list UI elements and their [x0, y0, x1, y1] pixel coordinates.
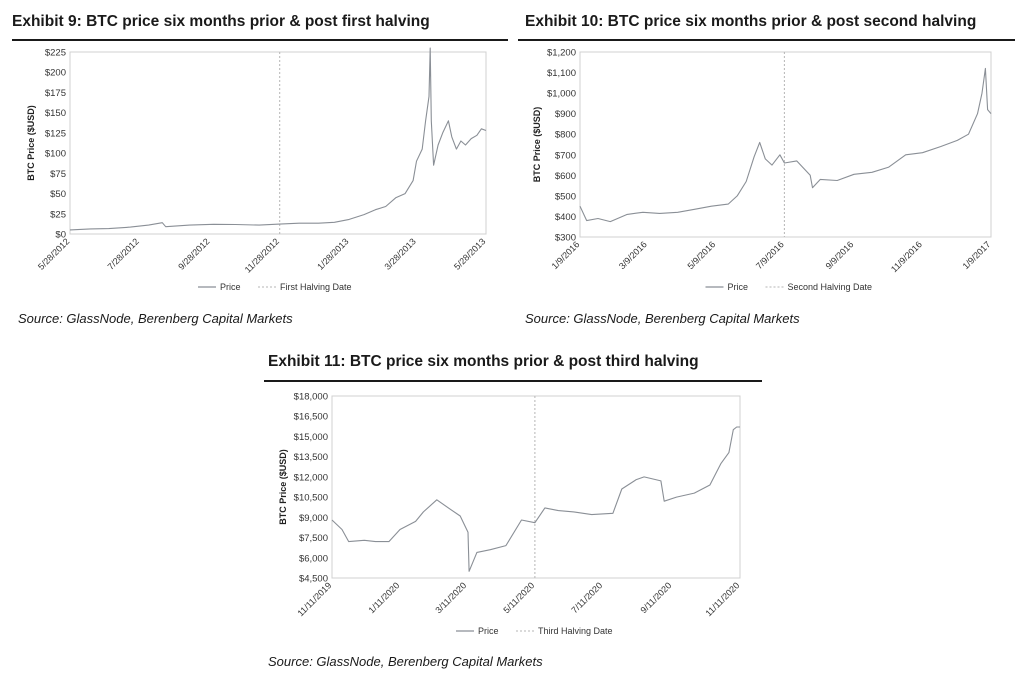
exhibit-11-source: Source: GlassNode, Berenberg Capital Mar…	[268, 654, 543, 669]
exhibit-9-chart: $0 $25 $50 $75 $100 $125 $150 $175 $200 $225 5/28/…	[26, 47, 487, 292]
legend-halving-label: First Halving Date	[280, 282, 352, 292]
y-tick-label: $500	[555, 191, 576, 202]
y-tick-label: $225	[45, 48, 66, 59]
legend-halving-label: Third Halving Date	[538, 626, 613, 636]
y-tick-label: $4,500	[299, 574, 328, 585]
exhibit-10-title: Exhibit 10: BTC price six months prior &…	[525, 13, 977, 30]
y-axis-title: BTC Price ($USD)	[278, 449, 288, 525]
legend-halving-label: Second Halving Date	[788, 282, 873, 292]
exhibit-9-source: Source: GlassNode, Berenberg Capital Mar…	[18, 311, 293, 326]
price-series-line	[69, 47, 487, 231]
x-tick-label: 9/11/2020	[639, 580, 674, 615]
x-tick-label: 3/28/2013	[383, 236, 418, 271]
exhibit-11-title: Exhibit 11: BTC price six months prior &…	[268, 353, 699, 370]
plot-frame	[331, 395, 741, 579]
x-tick-label: 5/9/2016	[685, 239, 717, 271]
y-tick-label: $75	[50, 169, 66, 180]
y-tick-label: $0	[55, 230, 66, 241]
x-tick-label: 9/9/2016	[824, 239, 856, 271]
y-tick-label: $1,100	[547, 68, 576, 79]
exhibit-11-chart: $4,500 $6,000 $7,500 $9,000 $10,500 $12,000 $1…	[278, 392, 741, 637]
y-tick-label: $25	[50, 209, 66, 220]
y-tick-label: $700	[555, 150, 576, 161]
y-tick-label: $600	[555, 171, 576, 182]
y-tick-label: $300	[555, 233, 576, 244]
y-tick-label: $15,000	[294, 432, 328, 443]
y-axis-title: BTC Price ($USD)	[532, 107, 542, 183]
legend-price-label: Price	[728, 282, 749, 292]
y-tick-label: $50	[50, 189, 66, 200]
exhibit-9-title: Exhibit 9: BTC price six months prior & …	[12, 13, 430, 30]
legend-price-label: Price	[220, 282, 241, 292]
y-tick-label: $125	[45, 128, 66, 139]
x-tick-label: 11/28/2012	[243, 236, 281, 274]
y-tick-label: $175	[45, 88, 66, 99]
y-tick-label: $1,000	[547, 89, 576, 100]
y-tick-label: $1,200	[547, 48, 576, 59]
x-tick-label: 7/9/2016	[754, 239, 786, 271]
x-tick-label: 7/28/2012	[106, 236, 141, 271]
y-tick-label: $10,500	[294, 493, 328, 504]
exhibit-10-title-rule	[518, 39, 1015, 41]
y-tick-label: $12,000	[294, 472, 328, 483]
y-tick-label: $13,500	[294, 452, 328, 463]
y-tick-label: $18,000	[294, 392, 328, 403]
x-tick-label: 11/9/2016	[889, 239, 924, 274]
y-tick-label: $9,000	[299, 513, 328, 524]
exhibit-10-source: Source: GlassNode, Berenberg Capital Mar…	[525, 311, 800, 326]
x-tick-label: 7/11/2020	[569, 580, 604, 615]
y-tick-label: $16,500	[294, 412, 328, 423]
y-tick-label: $100	[45, 149, 66, 160]
x-tick-label: 5/28/2012	[36, 236, 71, 271]
y-tick-label: $900	[555, 109, 576, 120]
y-tick-label: $400	[555, 212, 576, 223]
exhibit-10-chart: $300 $400 $500 $600 $700 $800 $900 $1,000 $1,100…	[532, 48, 993, 293]
x-tick-label: 5/11/2020	[501, 580, 536, 615]
price-series-line	[331, 426, 740, 572]
y-tick-label: $6,000	[299, 553, 328, 564]
x-tick-label: 1/9/2016	[550, 239, 582, 271]
x-tick-label: 3/11/2020	[433, 580, 468, 615]
x-tick-label: 1/9/2017	[961, 239, 993, 271]
plot-frame	[69, 51, 487, 235]
exhibit-11-title-rule	[264, 380, 762, 382]
y-tick-label: $7,500	[299, 533, 328, 544]
y-tick-label: $800	[555, 130, 576, 141]
price-series-line	[579, 67, 992, 223]
y-tick-label: $150	[45, 108, 66, 119]
x-tick-label: 1/11/2020	[367, 580, 402, 615]
y-tick-label: $200	[45, 68, 66, 79]
x-tick-label: 9/28/2012	[176, 236, 211, 271]
plot-frame	[579, 51, 992, 238]
y-axis-title: BTC Price ($USD)	[26, 105, 36, 181]
x-tick-label: 1/28/2013	[315, 236, 350, 271]
exhibit-9-title-rule	[12, 39, 508, 41]
x-tick-label: 11/11/2019	[295, 580, 333, 618]
x-tick-label: 5/28/2013	[452, 236, 487, 271]
x-tick-label: 11/11/2020	[703, 580, 741, 618]
x-tick-label: 3/9/2016	[617, 239, 649, 271]
legend-price-label: Price	[478, 626, 499, 636]
